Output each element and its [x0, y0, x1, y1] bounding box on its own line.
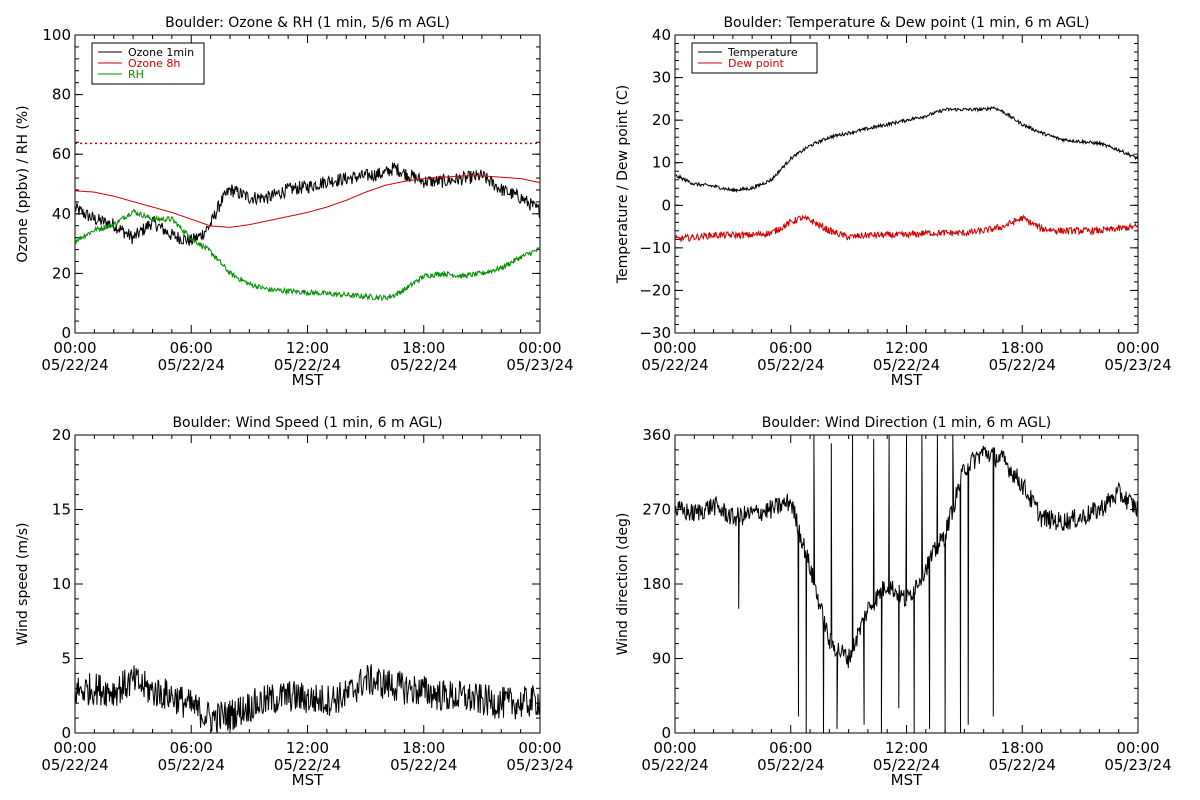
x-tick-time: 00:00 [653, 339, 696, 357]
series-line-1 [675, 435, 1138, 733]
legend-label: Dew point [728, 57, 784, 70]
series-line-rh [75, 208, 540, 302]
plot-area [75, 142, 540, 302]
x-tick-date: 05/22/24 [390, 756, 457, 774]
x-tick-date: 05/22/24 [274, 356, 341, 374]
plot-area [675, 105, 1138, 242]
plot-frame [674, 34, 1139, 334]
legend-label: Temperature [727, 46, 798, 59]
series-line-temperature [675, 105, 1138, 193]
x-tick-time: 18:00 [1001, 739, 1044, 757]
x-tick-time: 12:00 [286, 339, 329, 357]
x-tick-date: 05/22/24 [390, 356, 457, 374]
y-tick-label: 100 [42, 26, 71, 44]
series-line-1 [75, 664, 540, 733]
panel-2: Boulder: Temperature & Dew point (1 min,… [615, 15, 1172, 389]
x-tick-time: 18:00 [402, 739, 445, 757]
y-tick-label: 20 [52, 264, 71, 282]
x-tick-time: 06:00 [769, 739, 812, 757]
x-tick-date: 05/22/24 [158, 356, 225, 374]
x-tick-date: 05/22/24 [757, 356, 824, 374]
y-tick-label: 360 [642, 426, 671, 444]
x-tick-time: 00:00 [1116, 739, 1159, 757]
x-tick-time: 12:00 [885, 339, 928, 357]
y-tick-label: 10 [652, 154, 671, 172]
y-tick-label: −20 [639, 281, 671, 299]
x-tick-time: 06:00 [769, 339, 812, 357]
x-tick-time: 00:00 [518, 739, 561, 757]
x-axis-label: MST [891, 371, 923, 389]
x-tick-time: 00:00 [53, 739, 96, 757]
y-axis-label: Ozone (ppbv) / RH (%) [15, 105, 31, 262]
plot-area [675, 435, 1138, 733]
x-tick-date: 05/22/24 [41, 356, 108, 374]
x-axis-label: MST [891, 771, 923, 789]
y-tick-label: 0 [61, 324, 71, 342]
x-tick-date: 05/23/24 [506, 356, 573, 374]
x-tick-date: 05/22/24 [873, 356, 940, 374]
series-line-ozone-8h [75, 175, 540, 228]
x-tick-date: 05/22/24 [989, 756, 1056, 774]
x-tick-date: 05/22/24 [641, 756, 708, 774]
y-tick-label: 80 [52, 86, 71, 104]
x-axis-label: MST [292, 371, 324, 389]
x-tick-date: 05/23/24 [1104, 356, 1171, 374]
chart-title: Boulder: Ozone & RH (1 min, 5/6 m AGL) [165, 15, 450, 31]
x-tick-date: 05/22/24 [274, 756, 341, 774]
y-tick-label: 270 [642, 501, 671, 519]
x-tick-time: 18:00 [1001, 339, 1044, 357]
y-tick-label: 0 [661, 196, 671, 214]
y-tick-label: 0 [661, 724, 671, 742]
y-axis-label: Wind direction (deg) [615, 513, 631, 656]
chart-title: Boulder: Wind Direction (1 min, 6 m AGL) [762, 415, 1051, 431]
x-tick-date: 05/22/24 [41, 756, 108, 774]
panel-1: Boulder: Ozone & RH (1 min, 5/6 m AGL) 0 2… [15, 15, 574, 389]
legend-label: RH [128, 68, 144, 81]
y-tick-label: 90 [652, 650, 671, 668]
series-line-ozone-1min [75, 162, 540, 246]
y-tick-label: 0 [61, 724, 71, 742]
y-tick-label: 10 [52, 575, 71, 593]
y-tick-label: 180 [642, 575, 671, 593]
panel-4: Boulder: Wind Direction (1 min, 6 m AGL)… [615, 415, 1172, 789]
x-tick-time: 06:00 [170, 339, 213, 357]
chart-title: Boulder: Temperature & Dew point (1 min,… [723, 15, 1089, 31]
y-tick-label: 40 [652, 26, 671, 44]
plot-area [75, 664, 540, 733]
x-tick-time: 00:00 [518, 339, 561, 357]
x-tick-time: 12:00 [286, 739, 329, 757]
y-tick-label: 30 [652, 69, 671, 87]
x-tick-time: 00:00 [653, 739, 696, 757]
x-tick-time: 18:00 [402, 339, 445, 357]
chart-title: Boulder: Wind Speed (1 min, 6 m AGL) [172, 415, 442, 431]
x-tick-date: 05/23/24 [1104, 756, 1171, 774]
x-tick-date: 05/22/24 [158, 756, 225, 774]
y-tick-label: 20 [652, 111, 671, 129]
y-tick-label: 5 [61, 650, 71, 668]
y-tick-label: 40 [52, 205, 71, 223]
x-tick-date: 05/22/24 [641, 356, 708, 374]
x-tick-time: 12:00 [885, 739, 928, 757]
legend-box [691, 42, 818, 74]
y-tick-label: 60 [52, 145, 71, 163]
legend-label: Ozone 1min [128, 46, 194, 59]
panel-3: Boulder: Wind Speed (1 min, 6 m AGL) 0 5 10… [15, 415, 574, 789]
x-tick-time: 00:00 [1116, 339, 1159, 357]
x-tick-date: 05/23/24 [506, 756, 573, 774]
x-axis-label: MST [292, 771, 324, 789]
x-tick-date: 05/22/24 [757, 756, 824, 774]
y-axis-label: Temperature / Dew point (C) [615, 85, 631, 284]
x-tick-time: 00:00 [53, 339, 96, 357]
y-tick-label: 20 [52, 426, 71, 444]
legend-label: Ozone 8h [128, 57, 180, 70]
y-tick-label: −30 [639, 324, 671, 342]
y-tick-label: 15 [52, 501, 71, 519]
x-tick-date: 05/22/24 [873, 756, 940, 774]
series-line-dew-point [675, 214, 1138, 242]
y-tick-label: −10 [639, 239, 671, 257]
y-axis-label: Wind speed (m/s) [15, 523, 31, 646]
x-tick-time: 06:00 [170, 739, 213, 757]
x-tick-date: 05/22/24 [989, 356, 1056, 374]
